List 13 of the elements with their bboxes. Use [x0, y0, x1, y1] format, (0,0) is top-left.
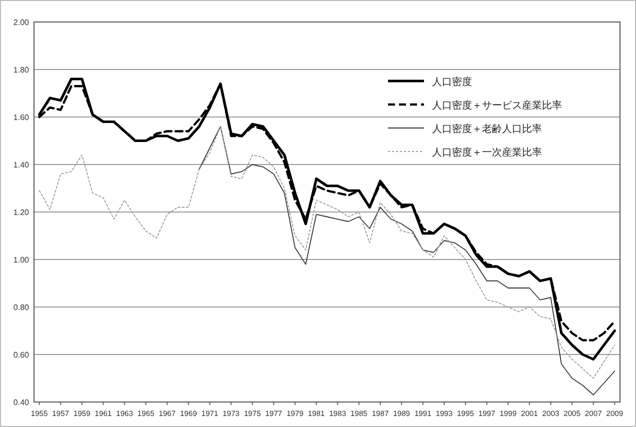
- y-tick-label: 1.60: [13, 113, 30, 122]
- legend-label: 人口密度＋老齢人口比率: [432, 123, 542, 135]
- y-tick-label: 0.60: [13, 350, 30, 360]
- y-tick-label: 0.40: [13, 398, 30, 407]
- y-tick-label: 0.80: [13, 303, 30, 312]
- y-tick-label: 1.40: [13, 160, 30, 170]
- y-tick-label: 1.20: [13, 208, 30, 217]
- y-tick-label: 1.80: [13, 66, 30, 74]
- legend-label: 人口密度＋一次産業比率: [432, 146, 542, 158]
- legend-label: 人口密度: [432, 76, 472, 88]
- y-tick-label: 2.00: [13, 18, 30, 27]
- legend-label: 人口密度＋サービス産業比率: [432, 100, 562, 112]
- y-tick-label: 1.00: [13, 256, 30, 264]
